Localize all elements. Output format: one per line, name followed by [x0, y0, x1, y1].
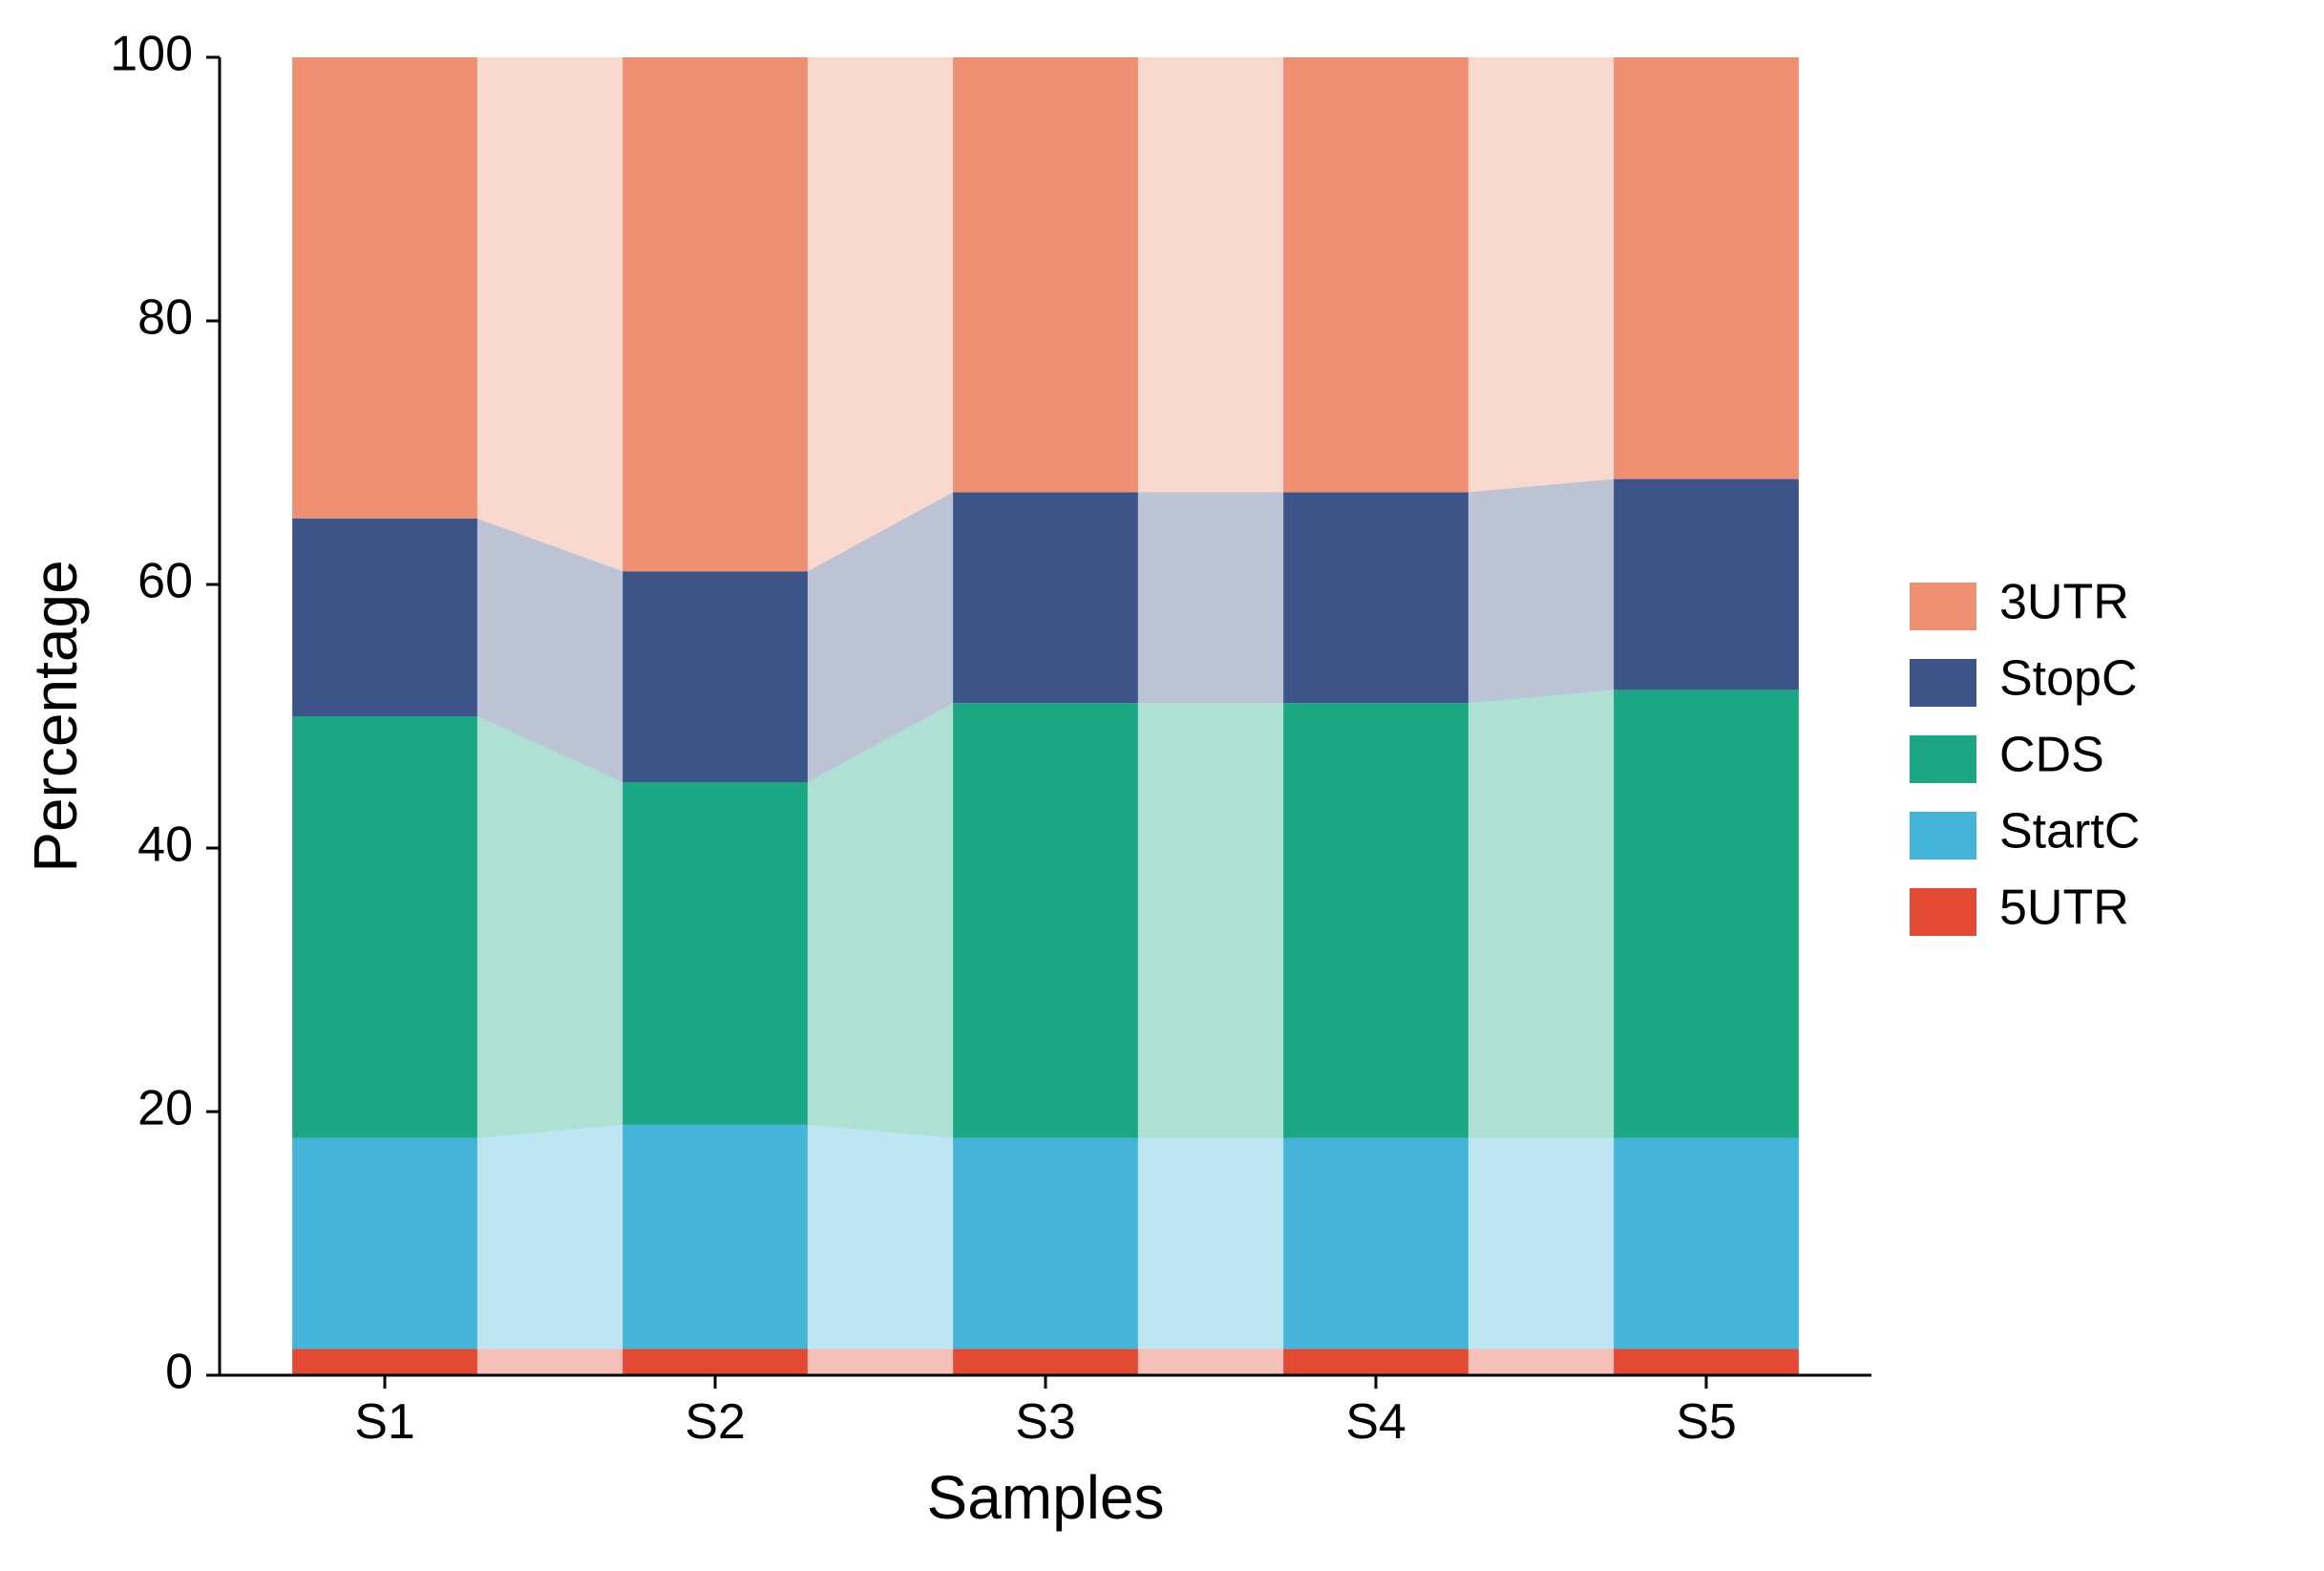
legend-swatch [1910, 583, 1976, 630]
bar-segment [292, 716, 477, 1138]
legend-label: 3UTR [1999, 575, 2129, 630]
bar-segment [1283, 1348, 1468, 1375]
stream-segment [477, 1125, 623, 1349]
y-tick-label: 100 [110, 27, 193, 82]
bar-segment [953, 492, 1138, 703]
x-tick-label: S4 [1345, 1394, 1406, 1450]
x-axis-title: Samples [927, 1463, 1165, 1532]
bar-segment [1614, 690, 1799, 1137]
chart-container: 0 20 40 60 80 100 S1 S2 S3 S4 S5 Percentage Samples 3… [0, 0, 2324, 1571]
stream-segment [808, 57, 953, 571]
y-tick-label: 60 [137, 554, 193, 609]
bar-segment [953, 703, 1138, 1137]
stream-segment [1138, 703, 1283, 1137]
bar-segment [1614, 57, 1799, 479]
bar-segment [1614, 479, 1799, 690]
stream-segment [1468, 57, 1614, 492]
bar-segment [292, 1138, 477, 1349]
y-tick-label: 40 [137, 817, 193, 873]
y-tick-label: 20 [137, 1081, 193, 1136]
bar-segment [1283, 703, 1468, 1137]
x-tick-label: S1 [354, 1394, 415, 1450]
legend-label: 5UTR [1999, 881, 2129, 936]
y-tick-label: 80 [137, 290, 193, 346]
bar-segment [1283, 492, 1468, 703]
bar-segment [623, 1348, 808, 1375]
stream-segment [1138, 57, 1283, 492]
bar-segment [1283, 57, 1468, 492]
stream-segment [477, 716, 623, 1138]
bar-segment [292, 57, 477, 519]
legend-swatch [1910, 735, 1976, 783]
bar-segment [292, 519, 477, 716]
stream-segment [808, 1125, 953, 1349]
stream-segment [1468, 690, 1614, 1137]
bar-segment [623, 1125, 808, 1349]
bar-segment [1283, 1138, 1468, 1349]
stream-segment [1468, 1348, 1614, 1375]
stream-segment [1468, 1138, 1614, 1349]
x-tick-label: S5 [1676, 1394, 1737, 1450]
legend-swatch [1910, 659, 1976, 707]
x-tick-label: S3 [1015, 1394, 1076, 1450]
y-tick-label: 0 [165, 1345, 193, 1400]
legend-label: StartC [1999, 804, 2140, 860]
y-axis-title: Percentage [21, 560, 90, 872]
x-tick-label: S2 [685, 1394, 746, 1450]
bar-segment [953, 57, 1138, 492]
legend-label: CDS [1999, 728, 2104, 783]
stream-segment [477, 1348, 623, 1375]
legend-swatch [1910, 812, 1976, 860]
stream-segment [1468, 479, 1614, 704]
bar-segment [1614, 1348, 1799, 1375]
chart-svg: 0 20 40 60 80 100 S1 S2 S3 S4 S5 Percentage Samples 3… [0, 0, 2324, 1571]
legend-swatch [1910, 888, 1976, 936]
stream-segment [1138, 1138, 1283, 1349]
legend-label: StopC [1999, 651, 2138, 707]
bar-segment [953, 1138, 1138, 1349]
bar-segment [623, 782, 808, 1125]
bar-segment [623, 571, 808, 782]
bar-segment [1614, 1138, 1799, 1349]
bar-segment [953, 1348, 1138, 1375]
stream-segment [808, 1348, 953, 1375]
stream-segment [477, 57, 623, 571]
bar-segment [292, 1348, 477, 1375]
bar-segment [623, 57, 808, 571]
stream-segment [1138, 492, 1283, 703]
stream-segment [1138, 1348, 1283, 1375]
